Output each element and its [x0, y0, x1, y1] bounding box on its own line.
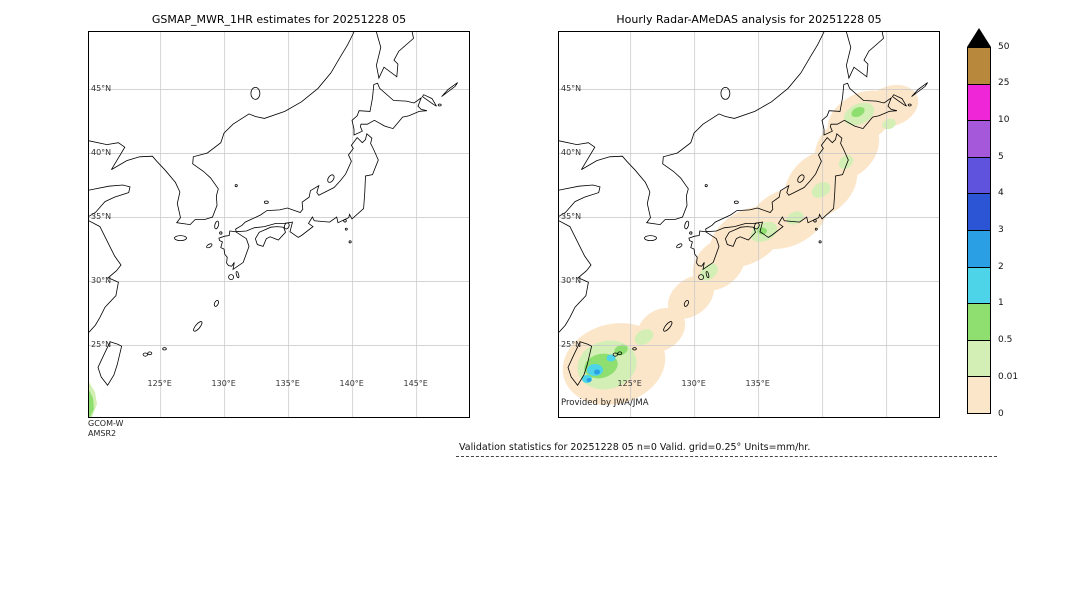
gsmap-map-panel [88, 31, 470, 418]
right-lat-tick-30n: 30°N [561, 276, 582, 285]
radar-credit: Provided by JWA/JMA [561, 398, 649, 408]
left-lon-tick-125e: 125°E [147, 379, 172, 388]
right-lon-tick-135e: 135°E [745, 379, 770, 388]
precip-blob [838, 155, 854, 169]
colorbar-tick-1: 1 [998, 298, 1004, 309]
right-lat-tick-25n: 25°N [561, 340, 582, 349]
left-lat-tick-25n: 25°N [91, 340, 112, 349]
precip-blob [851, 106, 865, 118]
gridlines-left [89, 32, 469, 417]
left-lat-tick-35n: 35°N [91, 212, 112, 221]
right-lon-tick-125e: 125°E [617, 379, 642, 388]
satellite-footnote-line1: GCOM-W [88, 419, 124, 428]
precip-blob [863, 84, 919, 128]
satellite-footnote-line2: AMSR2 [88, 429, 117, 438]
colorbar-segment [968, 303, 990, 340]
footer-dashed-rule [456, 456, 997, 457]
precip-blob [757, 227, 767, 235]
precip-blob [594, 369, 600, 375]
precip-blob [634, 329, 654, 345]
colorbar-segment [968, 120, 990, 157]
colorbar-tick-50: 50 [998, 41, 1010, 52]
precip-blob [89, 390, 94, 417]
right-panel-title: Hourly Radar-AMeDAS analysis for 2025122… [616, 13, 882, 26]
colorbar-segment [968, 229, 990, 267]
colorbar [967, 47, 991, 414]
right-lon-tick-130e: 130°E [681, 379, 706, 388]
precip-blob [586, 378, 592, 382]
colorbar-tick-0.01: 0.01 [998, 371, 1019, 382]
validation-statistics-text: Validation statistics for 20251228 05 n=… [459, 442, 811, 453]
precip-blob [882, 118, 896, 130]
left-lon-tick-130e: 130°E [211, 379, 236, 388]
colorbar-tick-4: 4 [998, 188, 1004, 199]
precip-blob [587, 364, 603, 376]
left-lon-tick-140e: 140°E [339, 379, 364, 388]
colorbar-tick-10: 10 [998, 114, 1010, 125]
colorbar-segment [968, 156, 990, 194]
precip-shade-2-3 [586, 369, 600, 382]
precip-blob [700, 263, 718, 281]
precip-blob [811, 182, 831, 198]
colorbar-tick-3: 3 [998, 225, 1004, 235]
left-lon-tick-135e: 135°E [275, 379, 300, 388]
coastline-left [89, 32, 459, 386]
left-lat-tick-45n: 45°N [91, 84, 112, 93]
right-lat-tick-45n: 45°N [561, 84, 582, 93]
left-lon-tick-145e: 145°E [403, 379, 428, 388]
colorbar-segment [968, 266, 990, 304]
colorbar-tick-0.5: 0.5 [998, 335, 1013, 346]
colorbar-segment [968, 83, 990, 121]
colorbar-segment [968, 339, 990, 377]
colorbar-tick-0: 0 [998, 408, 1004, 419]
colorbar-segment [968, 193, 990, 230]
colorbar-overflow-triangle [967, 28, 991, 47]
colorbar-tick-25: 25 [998, 78, 1010, 89]
left-lat-tick-30n: 30°N [91, 276, 112, 285]
colorbar-segment [968, 376, 990, 413]
left-lat-tick-40n: 40°N [91, 148, 112, 157]
radar-map-canvas [559, 32, 939, 417]
radar-amedas-map-panel [558, 31, 940, 418]
right-lat-tick-35n: 35°N [561, 212, 582, 221]
left-panel-title: GSMAP_MWR_1HR estimates for 20251228 05 [151, 13, 407, 26]
right-lat-tick-40n: 40°N [561, 148, 582, 157]
gsmap-map-canvas [89, 32, 469, 417]
colorbar-tick-5: 5 [998, 151, 1004, 162]
gsmap-precip-shading [89, 382, 97, 417]
precip-blob [606, 354, 616, 362]
colorbar-tick-2: 2 [998, 261, 1004, 272]
colorbar-segment [968, 48, 990, 84]
